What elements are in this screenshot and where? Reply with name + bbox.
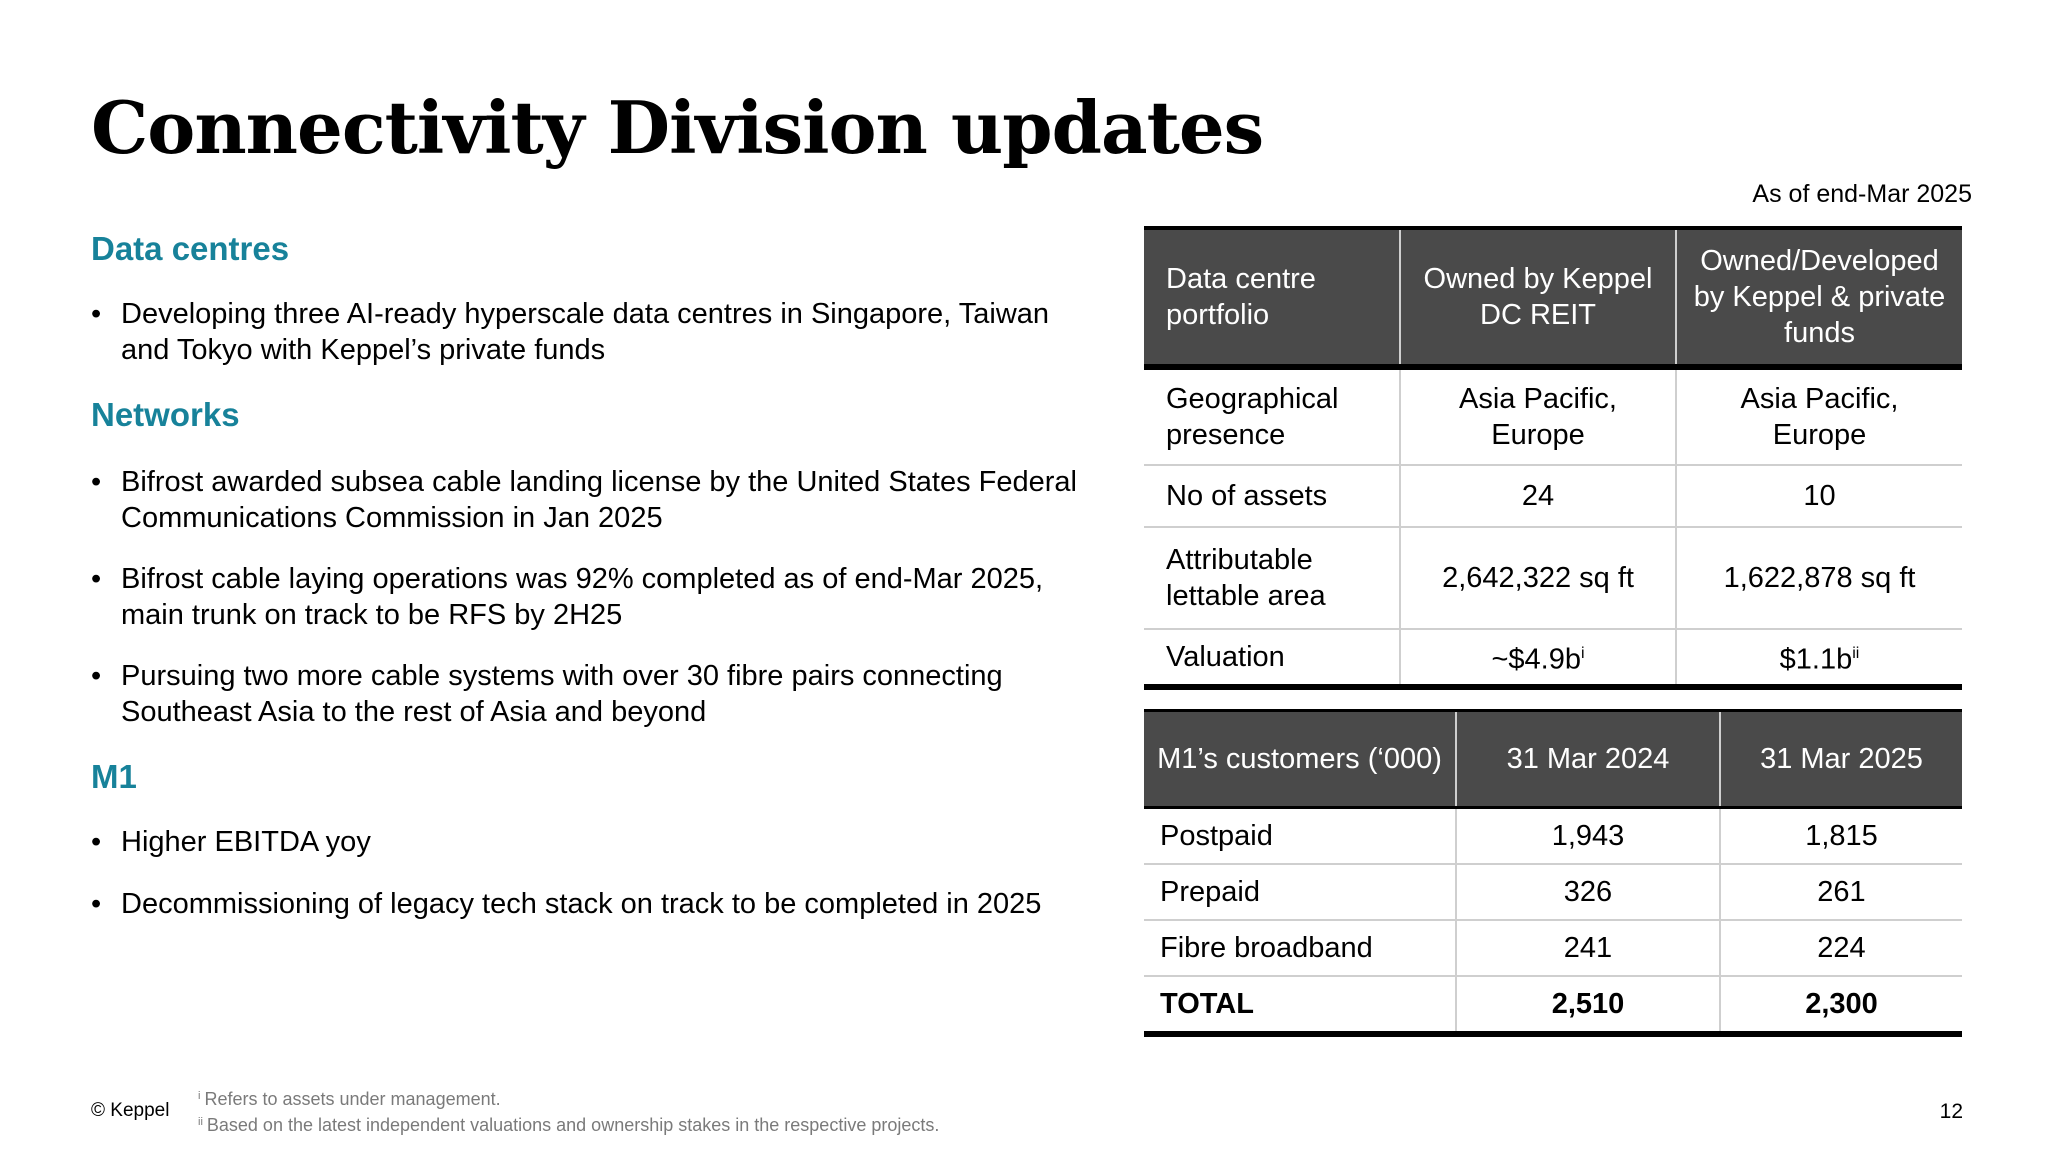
bullet-item: Pursuing two more cable systems with ove… [91, 658, 1091, 730]
row-label: TOTAL [1144, 976, 1457, 1034]
section-heading-data-centres: Data centres [91, 230, 290, 267]
section-heading-m1: M1 [91, 758, 137, 795]
row-label: Fibre broadband [1144, 920, 1457, 977]
table-cell: 2,642,322 sq ft [1400, 527, 1677, 630]
table-cell: 2,300 [1805, 987, 1878, 1020]
table-cell: 241 [1456, 920, 1721, 977]
footnote-mark: ii [198, 1116, 203, 1128]
networks-bullets: Bifrost awarded subsea cable landing lic… [91, 464, 1091, 730]
table-cell: 1,943 [1456, 807, 1721, 865]
bullet-item: Developing three AI-ready hyperscale dat… [91, 296, 1091, 368]
row-label: Attributable lettable area [1144, 527, 1401, 630]
row-label: Geographical presence [1144, 367, 1401, 466]
column-header: 31 Mar 2025 [1720, 710, 1962, 809]
table-header-row: Data centre portfolio Owned by Keppel DC… [1144, 228, 1962, 370]
table-cell: ~$4.9bi [1400, 629, 1677, 687]
footnote-text: Based on the latest independent valuatio… [206, 1115, 940, 1135]
table-header-row: M1’s customers (‘000) 31 Mar 2024 31 Mar… [1144, 710, 1962, 809]
m1-customers-table: M1’s customers (‘000) 31 Mar 2024 31 Mar… [1144, 709, 1962, 1037]
footnote-mark: ii [1852, 645, 1860, 663]
as-of-date: As of end-Mar 2025 [1752, 180, 1972, 208]
valuation-value: $1.1b [1779, 643, 1853, 676]
footnotes: i Refers to assets under management. ii Ba… [198, 1085, 939, 1137]
table-cell: 10 [1676, 465, 1962, 528]
footnote: i Refers to assets under management. [198, 1085, 939, 1111]
table-cell: 224 [1720, 920, 1962, 977]
table-row: Attributable lettable area 2,642,322 sq … [1144, 527, 1962, 630]
table-cell: 1,622,878 sq ft [1676, 527, 1962, 630]
table-row: Prepaid 326 261 [1144, 864, 1962, 921]
valuation-value: ~$4.9b [1491, 643, 1581, 676]
copyright: © Keppel [91, 1100, 170, 1121]
column-header: Data centre portfolio [1144, 228, 1401, 370]
footnote: ii Based on the latest independent valuat… [198, 1111, 939, 1137]
page-title: Connectivity Division updates [91, 85, 1264, 170]
table-cell: Asia Pacific, Europe [1400, 367, 1677, 466]
data-centres-bullets: Developing three AI-ready hyperscale dat… [91, 296, 1091, 368]
table-cell: 326 [1456, 864, 1721, 921]
table-cell: 2,510 [1456, 976, 1721, 1034]
page-number: 12 [1939, 1100, 1963, 1123]
section-heading-networks: Networks [91, 396, 240, 433]
bullet-item: Decommissioning of legacy tech stack on … [91, 886, 1091, 922]
bullet-item: Bifrost cable laying operations was 92% … [91, 561, 1091, 633]
total-row: TOTAL 2,510 2,300 [1144, 976, 1962, 1034]
footnote-mark: i [1580, 645, 1585, 663]
column-header: 31 Mar 2024 [1456, 710, 1721, 809]
bullet-item: Higher EBITDA yoy [91, 824, 1091, 860]
column-header: Owned/Developed by Keppel & private fund… [1676, 228, 1962, 370]
footnote-text: Refers to assets under management. [204, 1089, 501, 1109]
column-header: Owned by Keppel DC REIT [1400, 228, 1677, 370]
bullet-item: Bifrost awarded subsea cable landing lic… [91, 464, 1091, 536]
table-row: Fibre broadband 241 224 [1144, 920, 1962, 977]
row-label: No of assets [1144, 465, 1401, 528]
table-cell: Asia Pacific, Europe [1676, 367, 1962, 466]
table-cell: 1,815 [1720, 807, 1962, 865]
updates-column: Data centres Developing three AI-ready h… [91, 230, 1091, 922]
table-cell: $1.1bii [1676, 629, 1962, 687]
row-label: Prepaid [1144, 864, 1457, 921]
row-label: Postpaid [1144, 807, 1457, 865]
table-cell: 261 [1720, 864, 1962, 921]
m1-bullets: Higher EBITDA yoy Decommissioning of leg… [91, 824, 1091, 922]
column-header: M1’s customers (‘000) [1144, 710, 1457, 809]
table-row: No of assets 24 10 [1144, 465, 1962, 528]
table-row: Postpaid 1,943 1,815 [1144, 807, 1962, 865]
table-row: Geographical presence Asia Pacific, Euro… [1144, 367, 1962, 466]
row-label: Valuation [1144, 629, 1401, 687]
data-centre-portfolio-table: Data centre portfolio Owned by Keppel DC… [1144, 226, 1962, 690]
table-cell: 24 [1400, 465, 1677, 528]
table-row: Valuation ~$4.9bi $1.1bii [1144, 629, 1962, 687]
footnote-mark: i [198, 1090, 201, 1102]
